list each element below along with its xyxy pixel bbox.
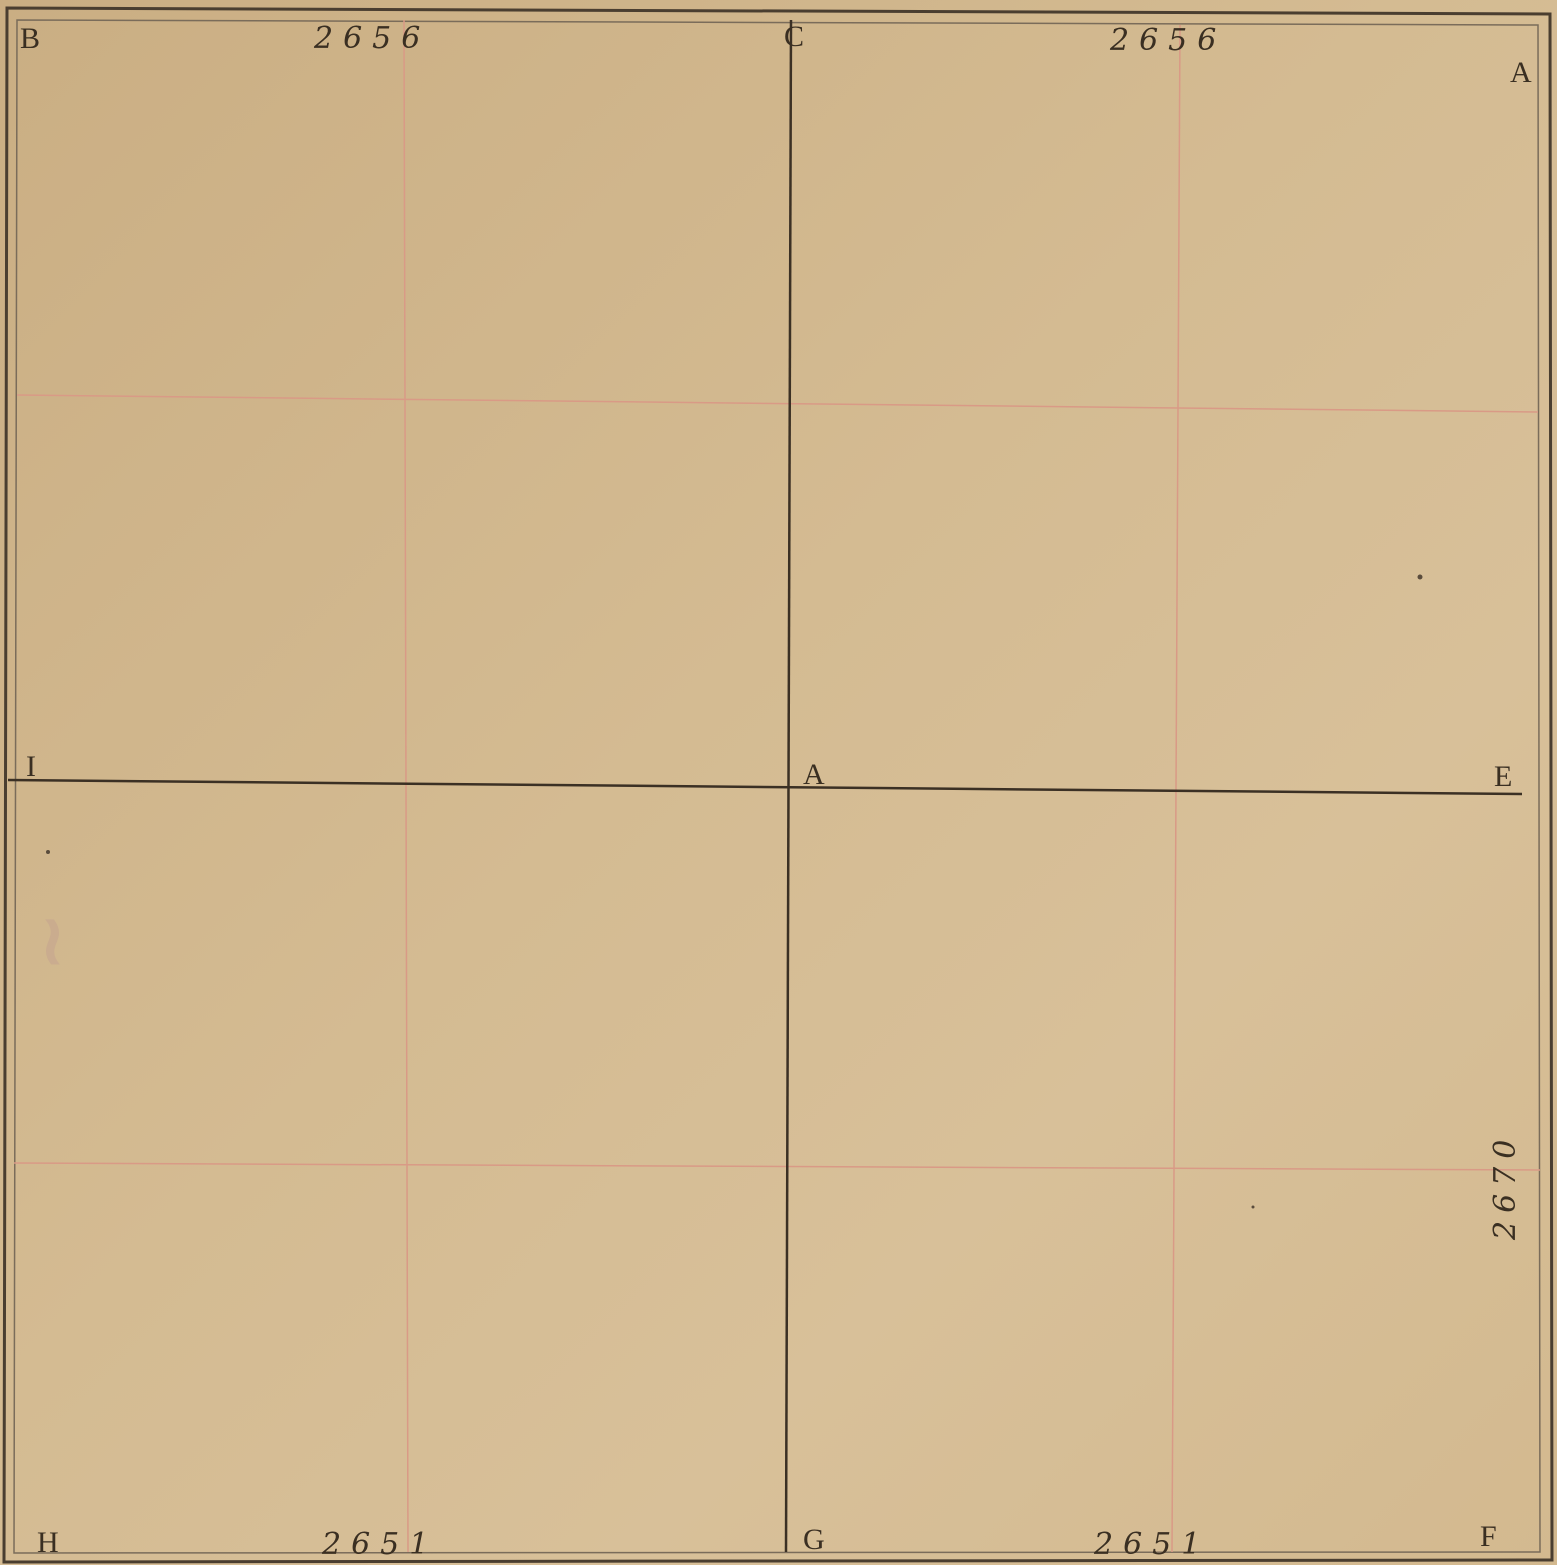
speck <box>46 850 50 854</box>
label-center-letter: A <box>803 758 825 791</box>
adjoining-sheet-number-right: 2670 <box>1488 1131 1523 1240</box>
grid-line-v-right <box>1171 24 1181 1553</box>
adjoining-sheet-number-top-right: 2656 <box>1110 23 1227 58</box>
outer-border <box>2 6 1554 1564</box>
label-mid-right-letter: E <box>1494 760 1513 793</box>
grid-line-v-left <box>403 19 409 1553</box>
main-line-horizontal <box>7 778 1523 796</box>
label-top-left-letter: B <box>20 22 41 55</box>
label-mid-left-letter: I <box>26 750 36 783</box>
label-bottom-left-letter: H <box>37 1526 59 1559</box>
label-top-center-letter: C <box>784 20 805 53</box>
label-top-right-letter: A <box>1510 56 1532 89</box>
adjoining-sheet-number-bottom-left: 2651 <box>322 1527 439 1562</box>
label-bottom-center-letter: G <box>803 1523 825 1556</box>
label-bottom-right-letter: F <box>1480 1520 1497 1553</box>
inner-border <box>13 19 1541 1554</box>
adjoining-sheet-number-top-left: 2656 <box>314 21 431 56</box>
grid-line-h-top <box>16 394 1539 413</box>
grid-line-h-bottom <box>13 1162 1541 1171</box>
adjoining-sheet-number-bottom-right: 2651 <box>1094 1527 1211 1562</box>
speck <box>1251 1205 1255 1209</box>
speck <box>1417 574 1423 580</box>
